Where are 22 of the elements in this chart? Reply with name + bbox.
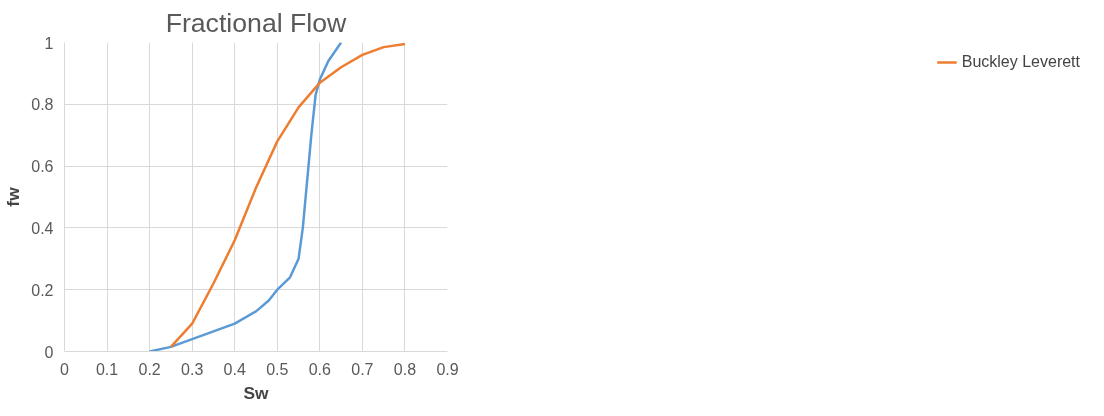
x-tick-label: 0: [60, 360, 70, 378]
x-tick-label: 0.6: [308, 360, 332, 378]
y-tick-label: 0.4: [31, 219, 54, 237]
y-tick-label: 0.2: [31, 281, 54, 299]
y-tick-label: 0.6: [31, 158, 54, 176]
y-axis-title: fw: [3, 186, 24, 207]
y-tick-label: 0: [44, 343, 54, 361]
x-tick-label: 0.5: [266, 360, 289, 378]
line-series: [148, 42, 343, 352]
y-tick-label: 0.8: [31, 96, 54, 114]
line-series: [169, 42, 407, 349]
y-tick-label: 1: [44, 34, 54, 52]
x-tick-label: 0.9: [436, 360, 459, 378]
legend-label: Buckley Leverett: [961, 53, 1080, 71]
x-tick-label: 0.4: [223, 360, 246, 378]
x-tick-label: 0.7: [351, 360, 374, 378]
x-tick-label: 0.1: [95, 360, 119, 378]
x-tick-label: 0.8: [393, 360, 417, 378]
chart-title: Fractional Flow: [165, 7, 348, 38]
x-axis-title: Sw: [243, 382, 270, 403]
x-tick-label: 0.2: [138, 360, 161, 378]
x-tick-label: 0.3: [181, 360, 204, 378]
